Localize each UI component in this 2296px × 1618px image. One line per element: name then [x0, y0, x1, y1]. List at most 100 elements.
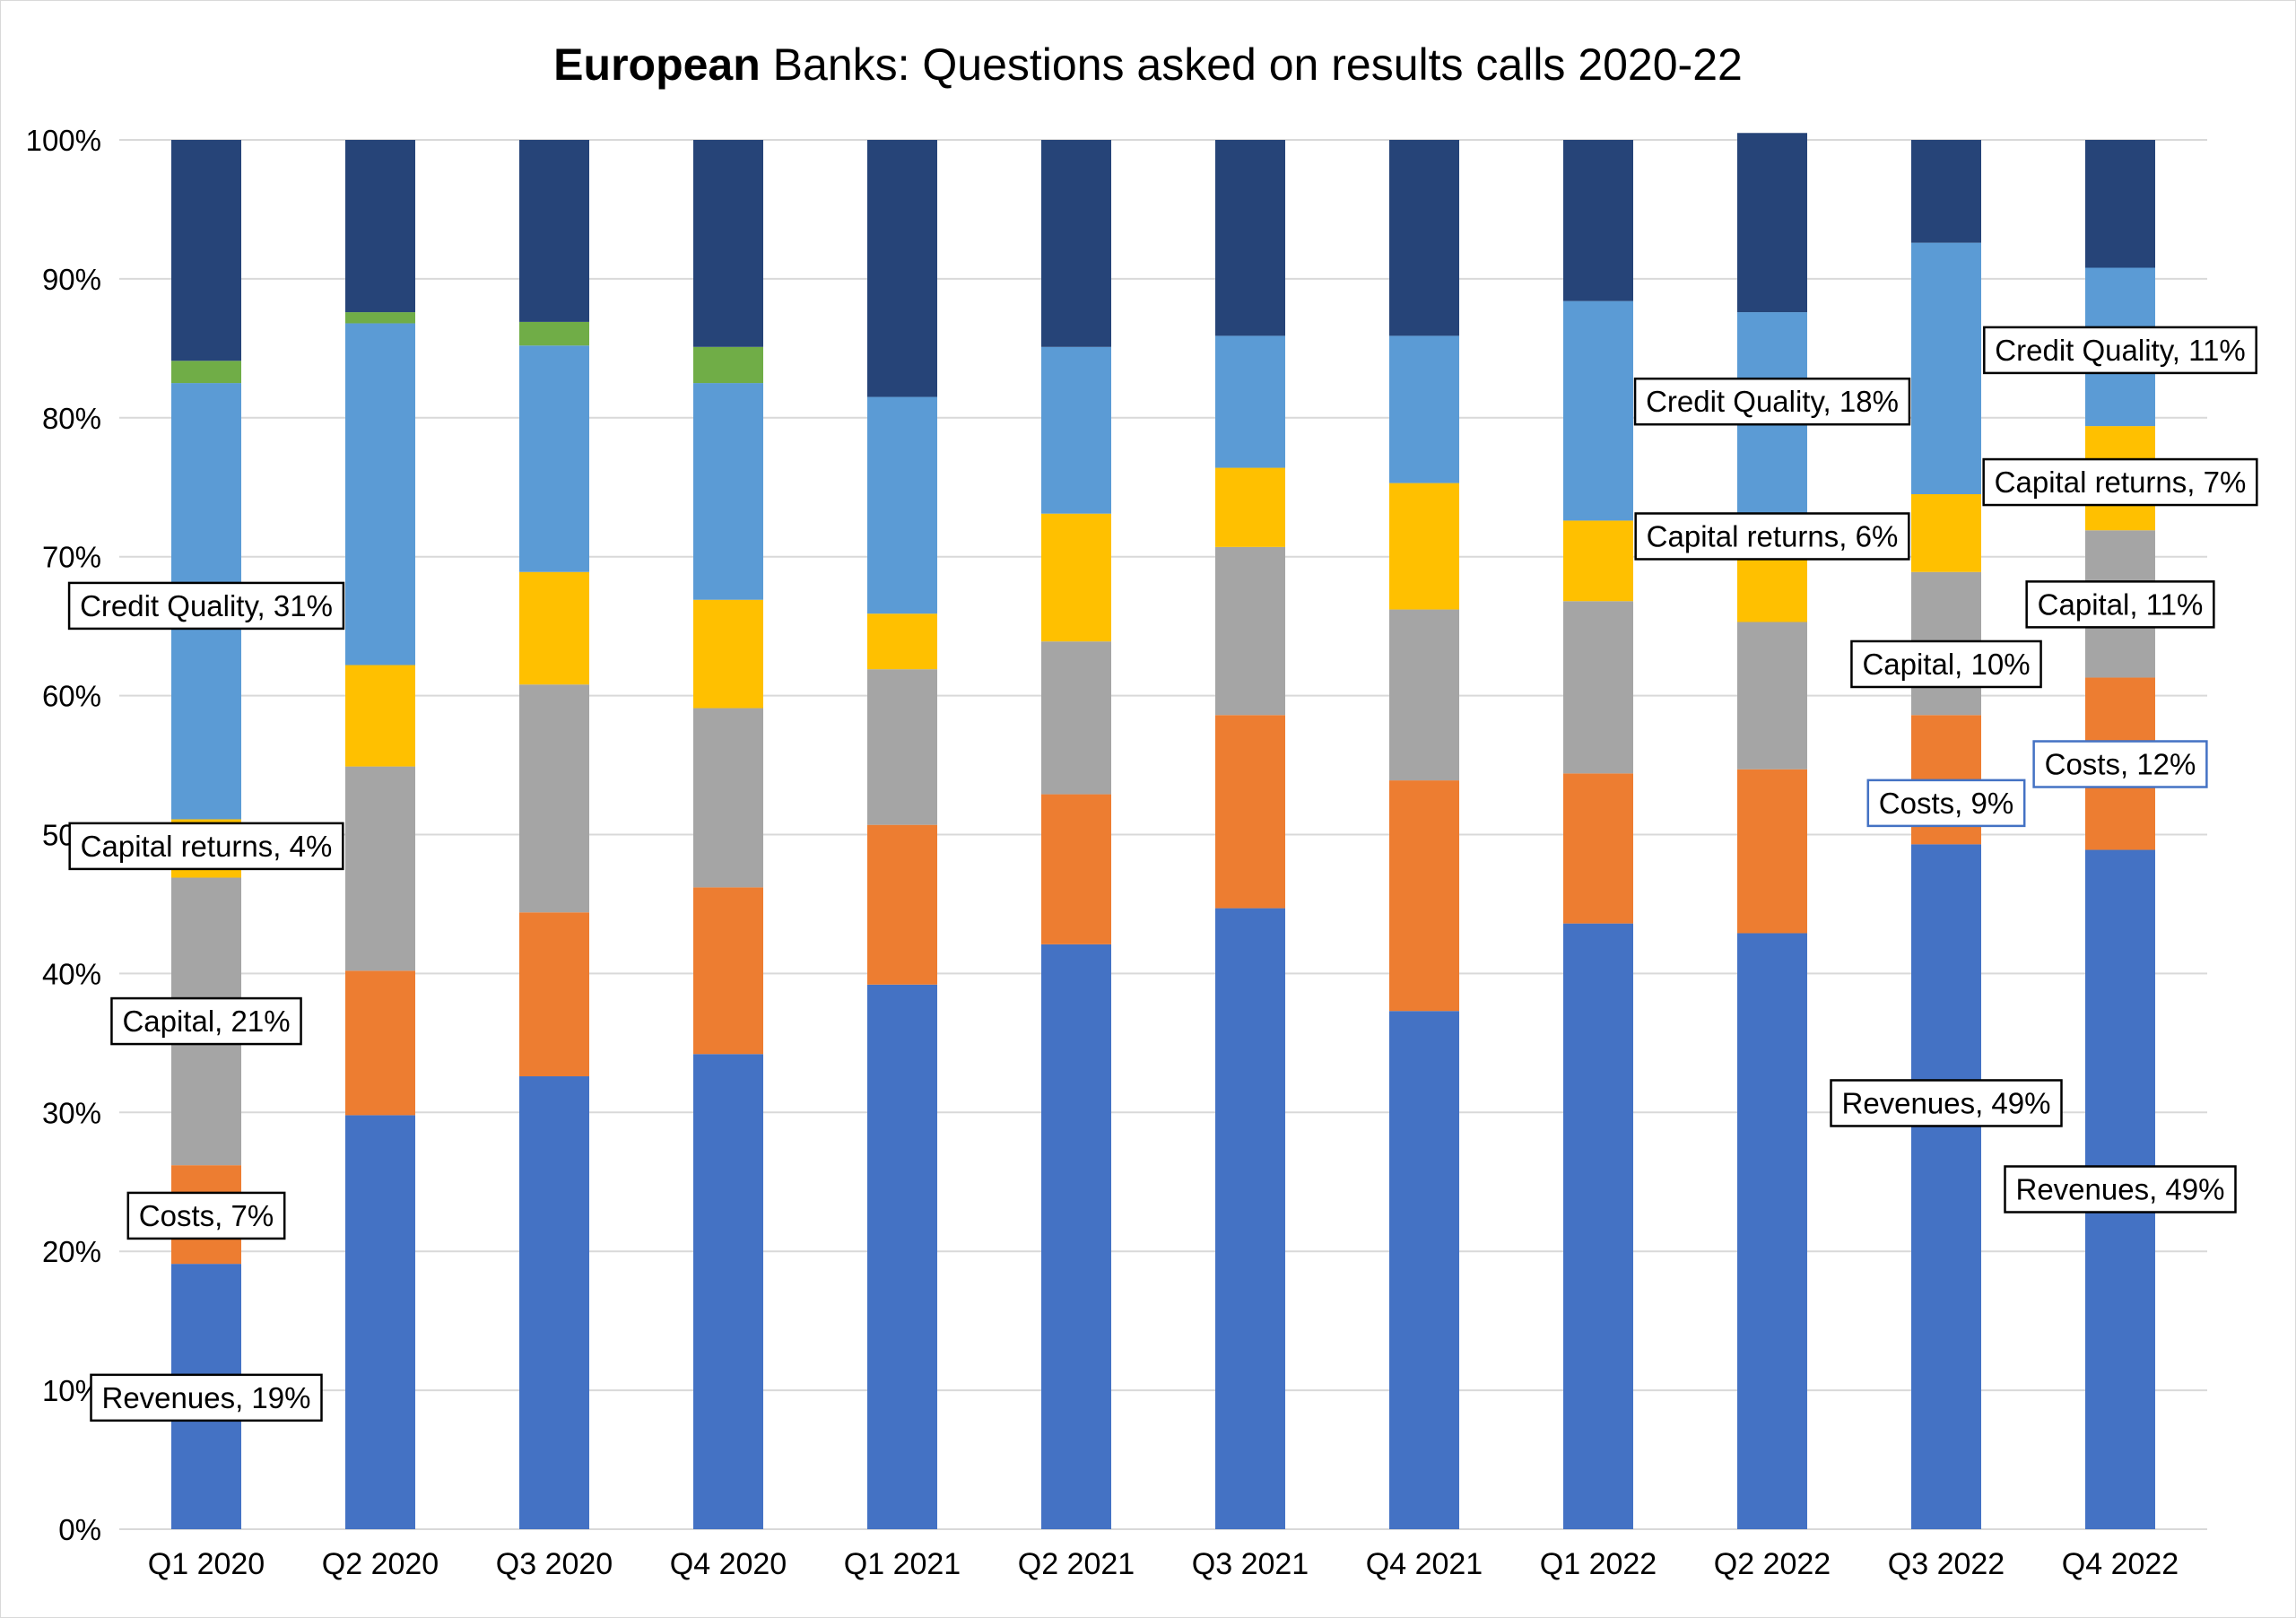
data-label-text: Credit Quality, 31% [80, 589, 333, 622]
bar-segment-0 [1737, 933, 1807, 1529]
y-tick-label: 70% [42, 541, 101, 574]
data-label-text: Capital returns, 6% [1647, 519, 1899, 552]
bar-segment-6 [1389, 140, 1459, 336]
bar-segment-5 [345, 312, 415, 324]
bar-segment-0 [1563, 923, 1633, 1529]
x-tick-label: Q3 2022 [1888, 1547, 2005, 1581]
bar-segment-1 [1215, 715, 1285, 909]
data-label-box [1634, 512, 1910, 561]
bar-segment-2 [1737, 622, 1807, 770]
data-label: Revenues, 49% [1830, 1079, 2063, 1127]
bar-segment-6 [693, 140, 763, 347]
bar-segment-4 [693, 383, 763, 600]
bar-segment-3 [519, 571, 589, 685]
y-tick-label: 0% [58, 1513, 101, 1546]
bar-segment-3 [1737, 551, 1807, 622]
bar-segment-1 [1389, 780, 1459, 1012]
x-tick-label: Q4 2020 [670, 1547, 787, 1581]
chart-title: European Banks: Questions asked on resul… [553, 39, 1743, 90]
data-label-text: Capital, 21% [122, 1005, 290, 1038]
data-label-box [1983, 326, 2257, 375]
x-tick-label: Q2 2020 [322, 1547, 439, 1581]
data-label-text: Capital, 11% [2038, 587, 2204, 621]
bar-segment-2 [519, 684, 589, 913]
bar-segment-0 [1215, 908, 1285, 1529]
x-tick-label: Q1 2020 [148, 1547, 265, 1581]
y-tick-label: 100% [26, 124, 101, 157]
bar-segment-3 [1215, 467, 1285, 547]
data-label: Capital, 10% [1850, 639, 2042, 689]
data-label-text: Credit Quality, 11% [1995, 334, 2245, 367]
bars [171, 133, 2155, 1529]
bar-segment-2 [1563, 601, 1633, 774]
bar-segment-0 [345, 1115, 415, 1529]
bar-segment-5 [519, 321, 589, 346]
bar-segment-0 [693, 1054, 763, 1529]
data-label-text: Revenues, 49% [1842, 1086, 2051, 1119]
data-label: Capital returns, 7% [1982, 457, 2258, 507]
bar-segment-6 [1737, 133, 1807, 313]
data-label-box [2004, 1165, 2237, 1214]
x-tick-label: Q4 2021 [1366, 1547, 1483, 1581]
bar-segment-6 [171, 140, 241, 361]
y-tick-label: 80% [42, 402, 101, 435]
bar-segment-6 [519, 140, 589, 322]
bar-segment-0 [1911, 844, 1981, 1529]
data-label-text: Costs, 7% [139, 1199, 274, 1232]
data-label: Revenues, 49% [2004, 1165, 2237, 1214]
bar-segment-1 [1041, 794, 1111, 944]
data-label-box [2025, 580, 2215, 629]
data-label-text: Capital returns, 4% [81, 830, 333, 863]
chart-title-bold: European [553, 39, 761, 90]
data-label: Capital, 11% [2025, 580, 2215, 629]
bar-segment-4 [1737, 312, 1807, 552]
x-tick-label: Q3 2020 [496, 1547, 613, 1581]
bar-segment-3 [1041, 513, 1111, 642]
bar-segment-1 [693, 887, 763, 1055]
data-label-box [68, 822, 344, 871]
x-tick-label: Q2 2021 [1018, 1547, 1135, 1581]
bar-segment-2 [693, 708, 763, 888]
bar-segment-6 [1215, 140, 1285, 336]
data-label-box [126, 1191, 286, 1240]
bar-segment-1 [1563, 773, 1633, 924]
bar-segment-2 [1041, 641, 1111, 795]
data-label-box [1982, 457, 2258, 507]
data-label-box [1633, 377, 1911, 426]
bar-segment-4 [519, 345, 589, 572]
data-label-box [1830, 1079, 2063, 1127]
data-label: Capital returns, 6% [1634, 512, 1910, 561]
data-label: Credit Quality, 11% [1983, 326, 2257, 375]
x-tick-label: Q2 2022 [1714, 1547, 1831, 1581]
data-labels: Credit Quality, 31% Capital returns, 4% Ca… [67, 326, 2258, 1422]
data-label-box [1850, 639, 2042, 689]
bar-segment-4 [345, 323, 415, 665]
bar-segment-2 [1215, 546, 1285, 716]
bar-segment-6 [1563, 140, 1633, 301]
bar-segment-1 [1737, 769, 1807, 934]
bar-segment-6 [345, 140, 415, 313]
x-axis-ticks: Q1 2020 Q2 2020 Q3 2020 Q4 2020 Q1 2021 Q2 20… [148, 1547, 2179, 1581]
data-label: Credit Quality, 31% [67, 581, 345, 631]
bar-segment-0 [1389, 1011, 1459, 1529]
chart-title-rest: Banks: Questions asked on results calls … [761, 39, 1743, 90]
data-label: Credit Quality, 18% [1633, 377, 1911, 426]
gridlines [119, 139, 2207, 1530]
y-tick-label: 20% [42, 1235, 101, 1268]
bar-segment-5 [171, 361, 241, 384]
x-tick-label: Q1 2021 [844, 1547, 961, 1581]
data-label: Capital, 21% [110, 996, 302, 1046]
bar-segment-3 [1563, 520, 1633, 602]
bar-segment-1 [345, 970, 415, 1116]
bar-segment-3 [1389, 483, 1459, 610]
data-label-box [90, 1373, 323, 1422]
y-tick-label: 90% [42, 263, 101, 296]
bar-segment-3 [345, 665, 415, 767]
bar-segment-1 [867, 824, 937, 985]
data-label-text: Costs, 12% [2045, 748, 2196, 781]
y-tick-label: 60% [42, 680, 101, 713]
data-label: Capital returns, 4% [68, 822, 344, 871]
data-label-text: Capital, 10% [1862, 648, 2030, 681]
data-label: Costs, 12% [2032, 740, 2208, 788]
